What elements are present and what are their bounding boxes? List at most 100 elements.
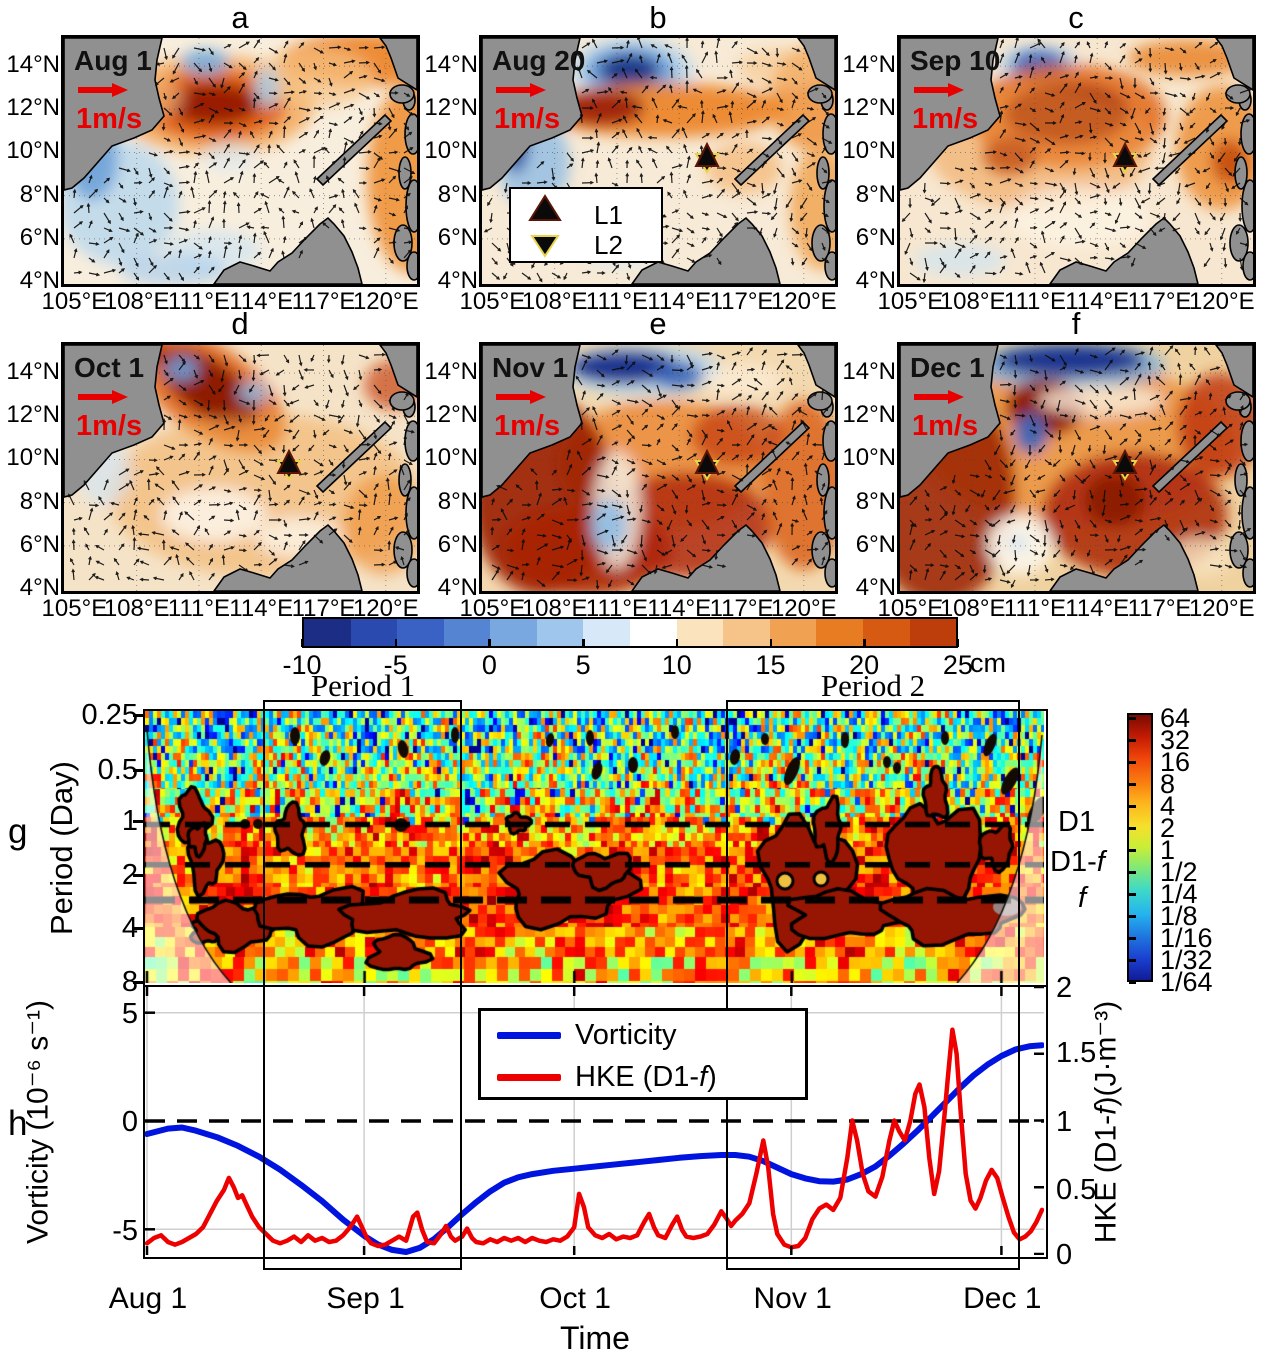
wavelet-colorbar-tick xyxy=(1129,937,1136,940)
legend-item-hke: HKE (D1-f) xyxy=(481,1056,805,1098)
colorbar-tick xyxy=(301,639,304,647)
lon-tick-label: 111°E xyxy=(585,288,648,315)
colorbar-segment xyxy=(397,619,444,646)
colorbar-tick xyxy=(675,639,679,647)
colorbar-segment xyxy=(769,619,817,646)
hke-ytick-label: 1.5 xyxy=(1056,1037,1097,1069)
scale-arrow-head xyxy=(530,83,546,97)
ssha-blobs xyxy=(78,327,424,577)
map-panel-d: Oct 1 1m/s xyxy=(61,327,424,594)
scale-arrow-label: 1m/s xyxy=(912,103,978,135)
wavelet-colorbar-tick xyxy=(1129,739,1136,742)
scale-arrow-label: 1m/s xyxy=(76,410,142,442)
wavelet-colorbar-tick xyxy=(1129,783,1136,786)
wavelet-colorbar-tick-label: 1/64 xyxy=(1160,967,1213,997)
lon-tick-label: 120°E xyxy=(1188,288,1255,315)
lon-tick-label: 108°E xyxy=(521,288,588,315)
lat-tick-label: 10°N xyxy=(424,444,478,472)
ssha-blobs xyxy=(470,344,846,595)
map-panel-title-d: d xyxy=(231,306,249,341)
station-L1-marker xyxy=(276,448,302,474)
legend-L1-label: L1 xyxy=(594,200,623,230)
quiver-arrows xyxy=(909,344,1252,589)
colorbar-tick xyxy=(394,639,398,647)
map-panel-e: Nov 1 1m/s xyxy=(470,342,846,595)
wavelet-colorbar-tick xyxy=(1129,915,1136,918)
map-panel-f: Dec 1 1m/s xyxy=(865,341,1262,605)
lon-tick-label: 111°E xyxy=(167,595,230,622)
lon-tick-label: 120°E xyxy=(770,288,837,315)
time-tick-label: Dec 1 xyxy=(963,1282,1042,1315)
quiver-arrows xyxy=(69,38,416,282)
lat-tick-label: 6°N xyxy=(855,530,896,558)
legend-item-vorticity: Vorticity xyxy=(481,1014,805,1056)
vorticity-ytick-label: -5 xyxy=(112,1215,138,1247)
colorbar-tick xyxy=(863,639,866,647)
scale-arrow-head xyxy=(112,83,128,97)
lat-tick-label: 10°N xyxy=(842,137,896,165)
lat-tick-label: 8°N xyxy=(855,180,896,208)
wavelet-ytick xyxy=(133,981,144,984)
colorbar-segment xyxy=(350,619,398,646)
lat-tick-label: 6°N xyxy=(855,223,896,251)
wavelet-ytick xyxy=(133,714,144,717)
colorbar-tick xyxy=(956,639,960,647)
wavelet-frame xyxy=(143,709,1048,987)
lon-tick-label: 105°E xyxy=(41,595,108,622)
hke-ytick-label: 1 xyxy=(1056,1106,1073,1138)
colorbar-tick xyxy=(582,639,585,647)
wavelet-colorbar-tick xyxy=(1129,849,1136,852)
lat-tick-label: 6°N xyxy=(437,530,478,558)
legend-L2-marker xyxy=(530,235,560,258)
wavelet-colorbar-tick xyxy=(1129,893,1136,896)
period1-label: Period 1 xyxy=(310,668,416,703)
map-panel-title-e: e xyxy=(649,306,667,341)
f-line-label: f xyxy=(1078,882,1087,914)
d1-line-label: D1 xyxy=(1058,806,1096,838)
map-panels-grid: a Aug 1 1m/s 14°N 12°N 10°N 8°N 6°N 4°N 105°E 108°… xyxy=(0,0,1269,622)
lon-tick-label: 111°E xyxy=(167,288,230,315)
map-panel-title-b: b xyxy=(649,0,667,35)
lon-tick-label: 108°E xyxy=(103,288,170,315)
map-panel-b: L1 L2 Aug 20 1m/s xyxy=(479,35,854,287)
lat-tick-label: 10°N xyxy=(6,137,60,165)
map-e: Nov 1 1m/s xyxy=(470,344,846,595)
time-tick-label: Aug 1 xyxy=(108,1282,188,1315)
hke-line xyxy=(144,1027,1045,1250)
scale-arrow-label: 1m/s xyxy=(76,103,142,135)
station-markers xyxy=(1112,141,1138,174)
quiver-arrows xyxy=(901,36,1253,283)
colorbar-tick-label: 0 xyxy=(481,650,497,680)
colorbar-segment xyxy=(443,619,491,646)
lon-tick-label: 114°E xyxy=(1065,288,1130,315)
wavelet-colorbar-tick-label: 1/32 xyxy=(1160,945,1213,975)
wavelet-colorbar-tick-label: 2 xyxy=(1160,813,1176,843)
colorbar-segment xyxy=(862,619,910,646)
land-mass xyxy=(899,344,1259,592)
colorbar-segment xyxy=(909,619,957,646)
wavelet-colorbar-tick-label: 1/4 xyxy=(1160,879,1198,909)
vorticity-ytick-label: 0 xyxy=(121,1106,138,1138)
map-date-label: Sep 10 xyxy=(910,45,1000,76)
legend-L2-label: L2 xyxy=(594,230,623,260)
land-mass xyxy=(899,37,1259,285)
colorbar-tick xyxy=(488,639,491,647)
period2-label: Period 2 xyxy=(820,668,926,703)
scale-arrow-head xyxy=(112,390,128,404)
lat-tick-label: 14°N xyxy=(6,51,60,79)
station-L1-marker xyxy=(1112,448,1138,474)
quiver-arrows xyxy=(490,347,830,590)
time-tick-label: Sep 1 xyxy=(326,1282,405,1315)
map-date-label: Oct 1 xyxy=(74,352,144,383)
scale-arrow-head xyxy=(530,390,546,404)
wavelet-ytick-label: 2 xyxy=(121,859,138,891)
vorticity-line-swatch xyxy=(497,1031,561,1039)
lat-tick-label: 4°N xyxy=(437,267,478,295)
lat-tick-label: 10°N xyxy=(842,444,896,472)
lat-tick-label: 4°N xyxy=(19,267,60,295)
map-date-label: Aug 1 xyxy=(74,45,152,76)
vorticity-ytick-label: 5 xyxy=(121,998,138,1030)
map-date-label: Nov 1 xyxy=(492,352,568,383)
